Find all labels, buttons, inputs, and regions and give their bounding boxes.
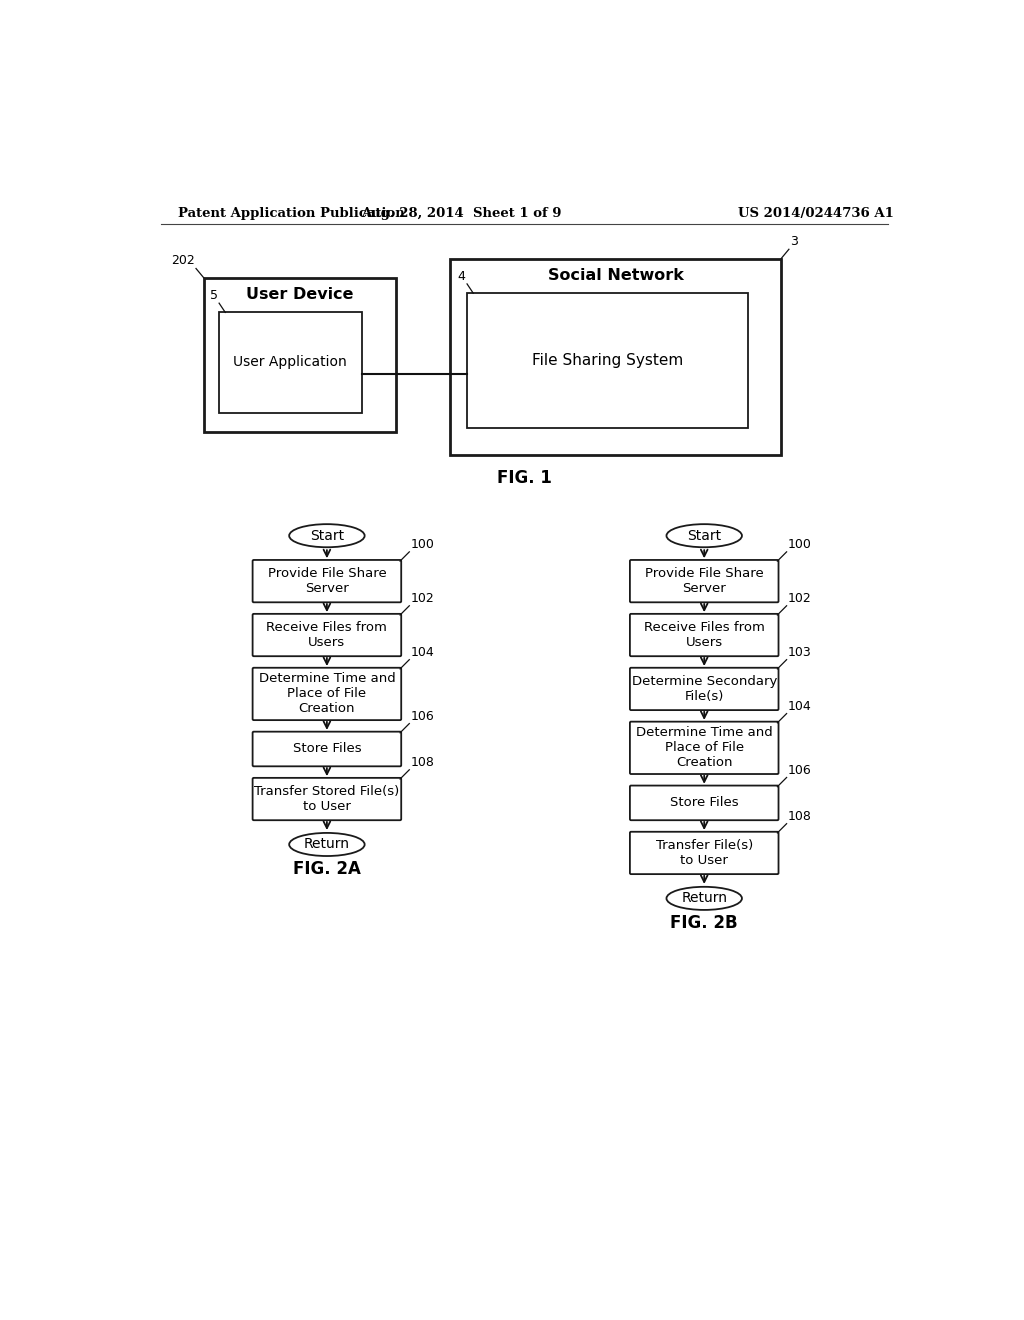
FancyBboxPatch shape: [630, 668, 778, 710]
FancyBboxPatch shape: [219, 313, 361, 412]
Text: US 2014/0244736 A1: US 2014/0244736 A1: [738, 207, 894, 220]
Text: 100: 100: [411, 539, 435, 552]
Text: Store Files: Store Files: [293, 742, 361, 755]
Text: Provide File Share
Server: Provide File Share Server: [267, 568, 386, 595]
Text: Receive Files from
Users: Receive Files from Users: [644, 620, 765, 649]
Text: FIG. 2A: FIG. 2A: [293, 859, 360, 878]
FancyBboxPatch shape: [451, 259, 781, 455]
Text: 100: 100: [788, 539, 812, 552]
Text: User Device: User Device: [246, 288, 353, 302]
Text: FIG. 2B: FIG. 2B: [671, 913, 738, 932]
Text: Provide File Share
Server: Provide File Share Server: [645, 568, 764, 595]
Text: 102: 102: [411, 591, 434, 605]
Text: 104: 104: [788, 700, 812, 713]
Text: 104: 104: [411, 645, 434, 659]
Text: 5: 5: [210, 289, 217, 302]
FancyBboxPatch shape: [253, 614, 401, 656]
FancyBboxPatch shape: [253, 560, 401, 602]
Text: 202: 202: [171, 253, 195, 267]
Text: Patent Application Publication: Patent Application Publication: [178, 207, 406, 220]
Text: Return: Return: [304, 837, 350, 851]
FancyBboxPatch shape: [253, 777, 401, 820]
Text: Transfer Stored File(s)
to User: Transfer Stored File(s) to User: [254, 785, 399, 813]
Text: Determine Secondary
File(s): Determine Secondary File(s): [632, 675, 777, 704]
Text: 103: 103: [788, 645, 812, 659]
Ellipse shape: [289, 833, 365, 857]
Text: 108: 108: [411, 756, 435, 770]
FancyBboxPatch shape: [253, 668, 401, 721]
Text: Social Network: Social Network: [548, 268, 684, 282]
Text: Aug. 28, 2014  Sheet 1 of 9: Aug. 28, 2014 Sheet 1 of 9: [361, 207, 562, 220]
FancyBboxPatch shape: [204, 277, 396, 432]
Text: 3: 3: [791, 235, 799, 248]
Text: 4: 4: [458, 271, 466, 284]
Text: 106: 106: [411, 710, 434, 723]
Text: Determine Time and
Place of File
Creation: Determine Time and Place of File Creatio…: [258, 672, 395, 715]
FancyBboxPatch shape: [630, 614, 778, 656]
FancyBboxPatch shape: [253, 731, 401, 767]
Ellipse shape: [667, 887, 742, 909]
Text: Transfer File(s)
to User: Transfer File(s) to User: [655, 840, 753, 867]
FancyBboxPatch shape: [630, 832, 778, 874]
Text: Receive Files from
Users: Receive Files from Users: [266, 620, 387, 649]
Text: Start: Start: [310, 529, 344, 543]
Text: FIG. 1: FIG. 1: [498, 469, 552, 487]
Text: Start: Start: [687, 529, 721, 543]
Text: 102: 102: [788, 591, 812, 605]
Text: 106: 106: [788, 764, 812, 776]
FancyBboxPatch shape: [467, 293, 749, 428]
Text: Return: Return: [681, 891, 727, 906]
Ellipse shape: [289, 524, 365, 548]
Text: Determine Time and
Place of File
Creation: Determine Time and Place of File Creatio…: [636, 726, 772, 770]
Ellipse shape: [667, 524, 742, 548]
FancyBboxPatch shape: [630, 722, 778, 774]
Text: 108: 108: [788, 810, 812, 822]
FancyBboxPatch shape: [630, 560, 778, 602]
Text: File Sharing System: File Sharing System: [531, 352, 683, 368]
FancyBboxPatch shape: [630, 785, 778, 820]
Text: User Application: User Application: [233, 355, 347, 370]
Text: Store Files: Store Files: [670, 796, 738, 809]
